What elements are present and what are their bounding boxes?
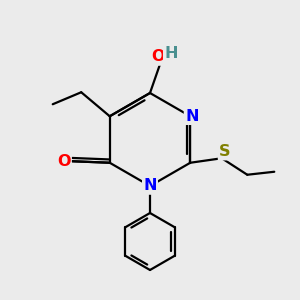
Text: N: N bbox=[185, 109, 199, 124]
Text: H: H bbox=[164, 46, 178, 61]
Text: O: O bbox=[57, 154, 70, 169]
Text: S: S bbox=[219, 144, 230, 159]
Text: O: O bbox=[151, 50, 164, 64]
Text: N: N bbox=[143, 178, 157, 194]
